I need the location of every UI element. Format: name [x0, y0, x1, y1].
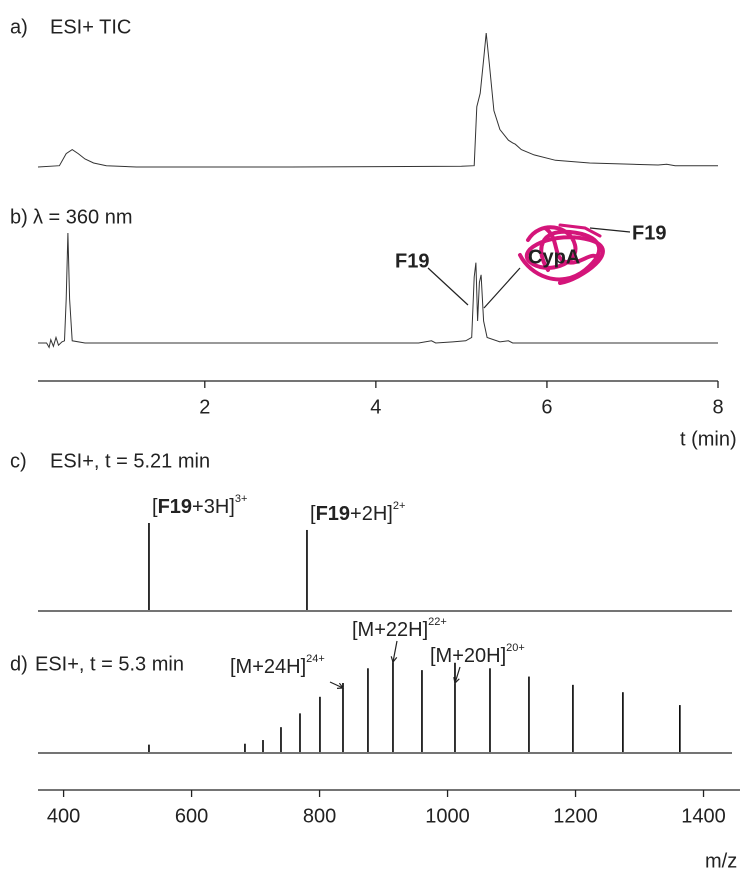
annotation: F19	[395, 250, 429, 272]
annotation-part: F19	[158, 496, 192, 518]
panel-label: d)	[10, 653, 28, 675]
annotation-part: [	[152, 496, 158, 518]
annotation-part: [M+20H]	[430, 645, 506, 667]
x-tick-label: 1400	[681, 805, 726, 827]
annotation: [M+24H]24+	[230, 653, 325, 678]
annotation-arrow	[427, 267, 469, 306]
annotation-superscript: 20+	[506, 642, 525, 654]
x-tick-label: 1000	[425, 805, 470, 827]
annotation-superscript: 24+	[306, 653, 325, 665]
annotation-arrow	[329, 681, 344, 689]
x-tick-label: 6	[541, 396, 552, 418]
annotation-superscript: 3+	[235, 493, 248, 505]
annotation-superscript: 22+	[428, 616, 447, 628]
x-tick-label: 400	[47, 805, 80, 827]
x-tick-label: 600	[175, 805, 208, 827]
annotation: CypA	[528, 246, 580, 268]
panel-label: c)	[10, 450, 27, 472]
panel-title: ESI+ TIC	[50, 16, 131, 38]
x-axis-label: t (min)	[680, 428, 737, 450]
annotation: [F19+3H]3+	[152, 493, 247, 518]
annotation: [F19+2H]2+	[310, 500, 405, 525]
annotation-superscript: 2+	[393, 500, 406, 512]
annotation: [M+20H]20+	[430, 642, 525, 667]
annotation-part: +3H]	[192, 496, 235, 518]
arrow-head	[336, 682, 345, 689]
panel-label: b)	[10, 206, 28, 228]
x-axis-label: m/z	[705, 850, 737, 872]
annotation-arrow	[454, 666, 461, 684]
protein-graphic	[518, 223, 605, 285]
trace	[38, 232, 718, 349]
annotation-arrow	[589, 227, 631, 233]
x-tick-label: 1200	[553, 805, 598, 827]
annotation: F19	[632, 222, 666, 244]
x-tick-label: 8	[712, 396, 723, 418]
panel-title: λ = 360 nm	[33, 206, 133, 228]
x-tick-label: 800	[303, 805, 336, 827]
annotation-part: [	[310, 503, 316, 525]
arrow-head	[390, 656, 398, 664]
annotation-part: [M+22H]	[352, 619, 428, 641]
annotation-arrow	[392, 640, 398, 663]
trace	[37, 32, 718, 168]
x-tick-label: 2	[199, 396, 210, 418]
arrow-head	[453, 676, 460, 685]
panel-label: a)	[10, 16, 28, 38]
annotation-part: F19	[316, 503, 350, 525]
panel-title: ESI+, t = 5.21 min	[50, 450, 210, 472]
panel-title: ESI+, t = 5.3 min	[35, 653, 184, 675]
annotation: [M+22H]22+	[352, 616, 447, 641]
annotation-arrow	[483, 267, 521, 309]
annotation-part: [M+24H]	[230, 656, 306, 678]
x-tick-label: 4	[370, 396, 381, 418]
annotation-part: +2H]	[350, 503, 393, 525]
